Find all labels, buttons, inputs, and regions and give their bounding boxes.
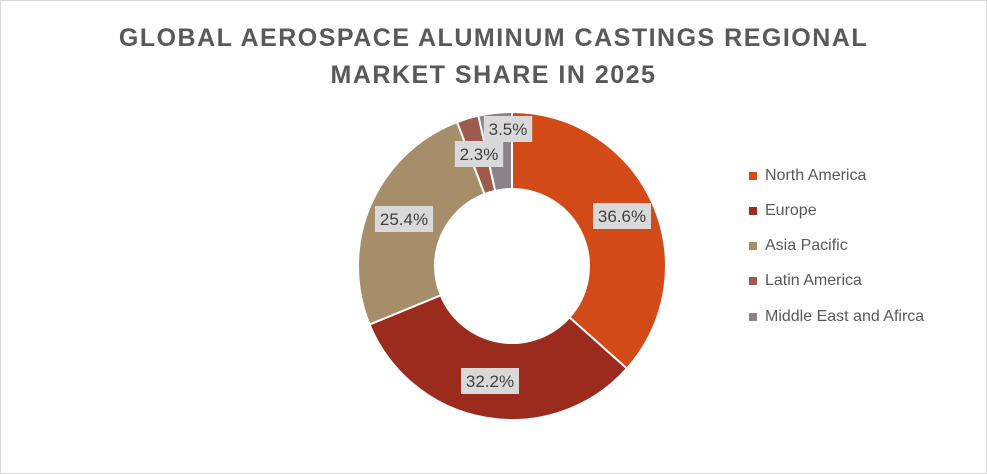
legend-item-middle-east-and-afirca: Middle East and Afirca: [749, 299, 924, 334]
data-label-box: [375, 206, 433, 232]
data-label-box: [454, 141, 504, 167]
data-label-text: 3.5%: [489, 120, 528, 139]
legend-swatch: [749, 312, 757, 321]
chart-legend: North America Europe Asia Pacific Latin Ame…: [749, 158, 924, 334]
data-label-text: 2.3%: [460, 145, 499, 164]
legend-swatch: [749, 242, 757, 251]
legend-label: Europe: [765, 201, 817, 219]
data-label-text: 36.6%: [598, 207, 646, 226]
legend-item-north-america: North America: [749, 158, 924, 193]
data-label-text: 25.4%: [380, 210, 428, 229]
legend-label: Middle East and Afirca: [765, 307, 925, 325]
data-label-box: [593, 203, 651, 229]
legend-item-latin-america: Latin America: [749, 264, 924, 299]
data-label-europe: 32.2%: [461, 368, 519, 394]
chart-title: GLOBAL AEROSPACE ALUMINUM CASTINGS REGIO…: [118, 24, 869, 89]
legend-swatch: [749, 277, 757, 286]
data-label-north-america: 36.6%: [593, 203, 651, 229]
data-label-latin-america: 2.3%: [454, 141, 504, 167]
legend-item-asia-pacific: Asia Pacific: [749, 229, 924, 264]
data-label-box: [483, 116, 533, 142]
legend-label: Asia Pacific: [765, 237, 848, 255]
legend-item-europe: Europe: [749, 193, 924, 228]
donut-slice-europe: [368, 293, 629, 421]
legend-swatch: [749, 206, 757, 215]
data-label-middle-east-and-afirca: 3.5%: [483, 116, 533, 142]
data-label-asia-pacific: 25.4%: [375, 206, 433, 232]
legend-label: North America: [765, 166, 867, 184]
data-label-box: [461, 368, 519, 394]
donut-slice-north-america: [511, 110, 667, 370]
legend-swatch: [749, 171, 757, 180]
data-label-text: 32.2%: [466, 372, 514, 391]
legend-label: Latin America: [765, 272, 862, 290]
